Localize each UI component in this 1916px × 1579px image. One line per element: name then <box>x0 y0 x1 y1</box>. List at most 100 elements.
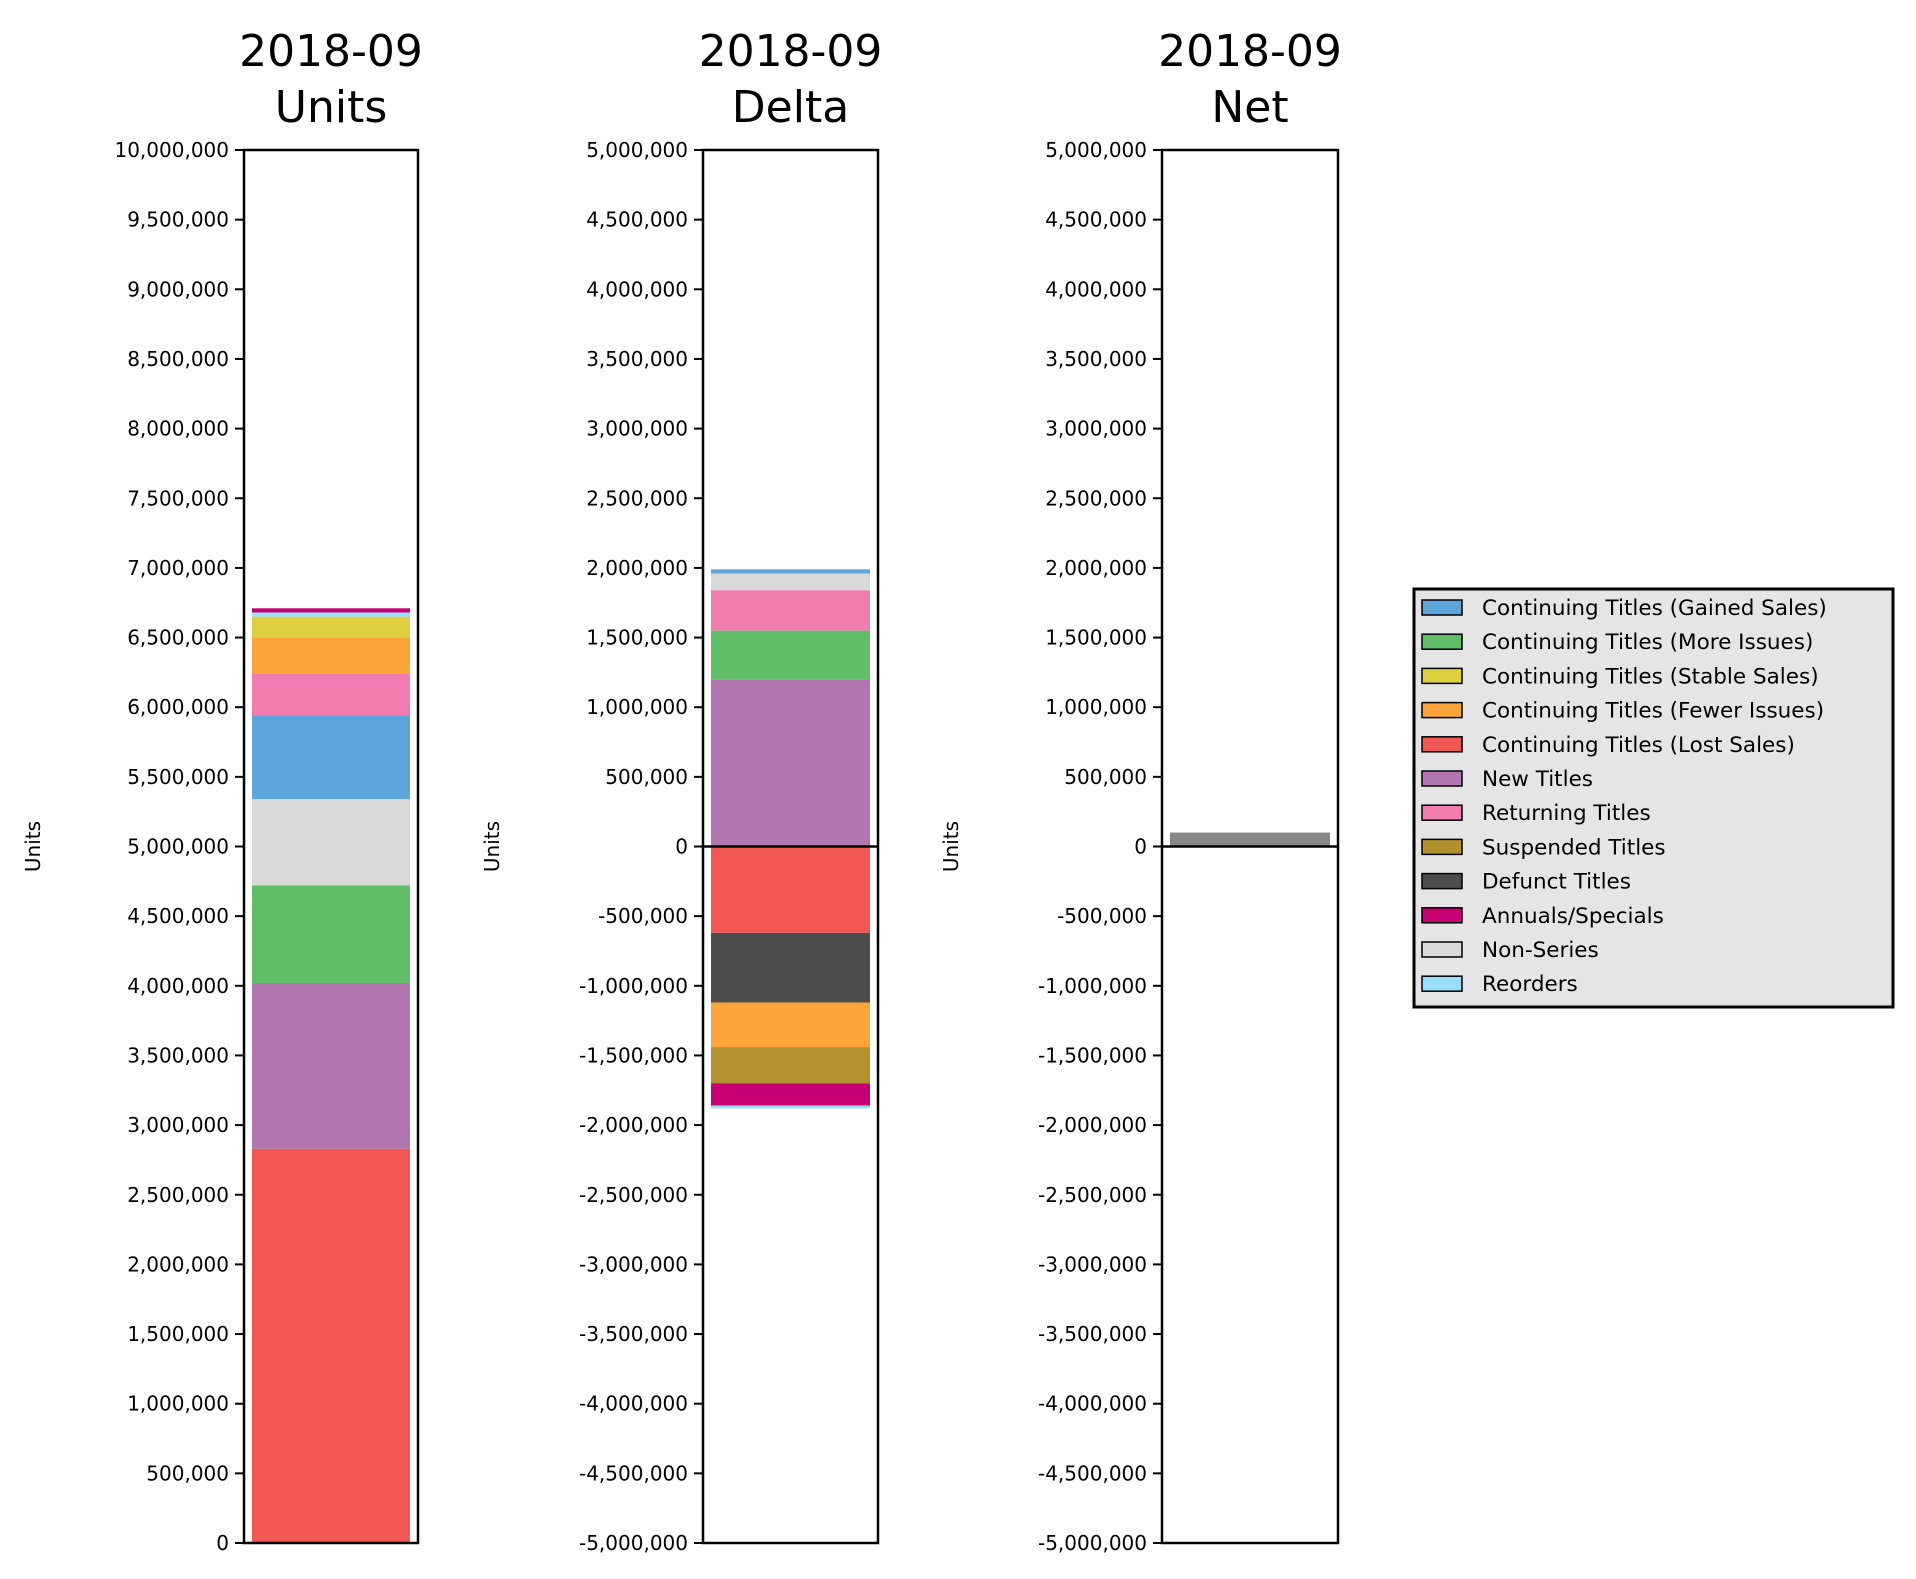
y-tick-label: 9,000,000 <box>127 277 229 301</box>
y-tick-label: 3,000,000 <box>586 417 688 441</box>
y-axis-label: Units <box>21 821 45 872</box>
legend-item-non-series: Non-Series <box>1421 938 1599 963</box>
y-tick-label: 7,500,000 <box>127 486 229 510</box>
y-tick-label: -500,000 <box>1057 904 1147 928</box>
y-tick-label: 2,500,000 <box>1045 486 1147 510</box>
legend-label: New Titles <box>1482 767 1593 792</box>
bar-segment-continuing-titles-gained-sales <box>711 569 870 574</box>
y-tick-label: 2,000,000 <box>127 1252 229 1276</box>
bar-segment-continuing-titles-fewer-issues <box>711 1002 870 1048</box>
y-tick-label: -2,500,000 <box>1038 1183 1147 1207</box>
y-tick-label: 4,500,000 <box>586 208 688 232</box>
y-tick-label: 4,500,000 <box>1045 208 1147 232</box>
y-tick-label: -4,000,000 <box>1038 1392 1147 1416</box>
panel-title-line: 2018-09 <box>1158 26 1342 77</box>
panel-title-line: Delta <box>732 82 849 133</box>
bar-segment-continuing-titles-more-issues <box>711 630 870 680</box>
y-tick-label: 4,500,000 <box>127 904 229 928</box>
legend-label: Continuing Titles (Stable Sales) <box>1482 664 1819 689</box>
legend-item-annuals-specials: Annuals/Specials <box>1421 904 1664 929</box>
y-tick-label: 0 <box>675 835 688 859</box>
panel-title-line: 2018-09 <box>239 26 423 77</box>
y-tick-label: 2,000,000 <box>1045 556 1147 580</box>
legend-swatch <box>1421 941 1463 958</box>
legend-item-continuing-titles-lost-sales: Continuing Titles (Lost Sales) <box>1421 733 1795 758</box>
y-tick-label: -4,500,000 <box>579 1461 688 1485</box>
bar-segment-continuing-titles-fewer-issues <box>252 637 410 674</box>
y-tick-label: 2,500,000 <box>127 1183 229 1207</box>
panel-units: 0 500,000 1,000,000 1,500,000 2,000,000 2,500… <box>21 26 423 1555</box>
y-tick-label: 8,000,000 <box>127 417 229 441</box>
panel-title-line: Units <box>275 82 388 133</box>
y-tick-label: 3,500,000 <box>1045 347 1147 371</box>
y-tick-label: -2,000,000 <box>1038 1113 1147 1137</box>
legend-swatch <box>1421 770 1463 787</box>
y-tick-label: 1,500,000 <box>1045 626 1147 650</box>
y-tick-label: -2,000,000 <box>579 1113 688 1137</box>
bar-segment-continuing-titles-more-issues <box>252 885 410 984</box>
legend-label: Continuing Titles (Lost Sales) <box>1482 733 1795 758</box>
legend-swatch <box>1421 701 1463 719</box>
y-tick-label: 7,000,000 <box>127 556 229 580</box>
y-tick-label: 5,000,000 <box>127 835 229 859</box>
bar-segment-continuing-titles-lost-sales <box>711 846 870 933</box>
y-tick-label: -3,000,000 <box>579 1252 688 1276</box>
y-tick-label: 3,500,000 <box>127 1043 229 1067</box>
y-tick-label: 500,000 <box>605 765 688 789</box>
legend-item-continuing-titles-fewer-issues: Continuing Titles (Fewer Issues) <box>1421 699 1824 724</box>
y-axis-label: Units <box>480 821 504 872</box>
legend-label: Returning Titles <box>1482 801 1651 826</box>
y-tick-label: 500,000 <box>1064 765 1147 789</box>
bar-segment-continuing-titles-lost-sales <box>252 1148 410 1543</box>
legend-box <box>1412 587 1895 1009</box>
y-tick-label: -1,000,000 <box>579 974 688 998</box>
y-tick-label: -3,000,000 <box>1038 1252 1147 1276</box>
y-tick-label: -1,000,000 <box>1038 974 1147 998</box>
legend-swatch <box>1421 667 1463 685</box>
y-tick-label: 4,000,000 <box>1045 277 1147 301</box>
y-tick-label: -4,000,000 <box>579 1392 688 1416</box>
bar-segment-new-titles <box>711 679 870 847</box>
legend-swatch <box>1421 599 1463 616</box>
legend-swatch <box>1421 907 1463 924</box>
bar-segment-reorders <box>711 1105 870 1109</box>
bar-segment-net <box>1170 832 1330 847</box>
y-tick-label: 2,000,000 <box>586 556 688 580</box>
legend-item-continuing-titles-more-issues: Continuing Titles (More Issues) <box>1421 630 1813 655</box>
y-tick-label: 3,000,000 <box>1045 417 1147 441</box>
y-tick-label: -5,000,000 <box>1038 1531 1147 1555</box>
y-tick-label: 1,000,000 <box>1045 695 1147 719</box>
legend: Continuing Titles (Gained Sales) Continui… <box>1412 587 1895 1009</box>
legend-label: Continuing Titles (Gained Sales) <box>1482 596 1827 621</box>
y-tick-label: 3,500,000 <box>586 347 688 371</box>
y-tick-label: -1,500,000 <box>579 1043 688 1067</box>
y-tick-label: 0 <box>216 1531 229 1555</box>
legend-label: Non-Series <box>1482 938 1599 963</box>
legend-item-continuing-titles-stable-sales: Continuing Titles (Stable Sales) <box>1421 664 1819 689</box>
legend-item-new-titles: New Titles <box>1421 767 1593 792</box>
y-tick-label: 2,500,000 <box>586 486 688 510</box>
legend-item-returning-titles: Returning Titles <box>1421 801 1651 826</box>
y-tick-label: 5,000,000 <box>1045 138 1147 162</box>
legend-swatch <box>1421 838 1463 856</box>
y-tick-label: 3,000,000 <box>127 1113 229 1137</box>
legend-label: Suspended Titles <box>1482 835 1666 860</box>
y-tick-label: 4,000,000 <box>586 277 688 301</box>
bar-segment-annuals-specials <box>252 608 410 613</box>
y-tick-label: -3,500,000 <box>579 1322 688 1346</box>
y-tick-label: -3,500,000 <box>1038 1322 1147 1346</box>
y-tick-label: -500,000 <box>598 904 688 928</box>
legend-item-defunct-titles: Defunct Titles <box>1421 870 1631 895</box>
y-tick-label: -2,500,000 <box>579 1183 688 1207</box>
y-tick-label: 1,000,000 <box>586 695 688 719</box>
panel-net: -5,000,000 -4,500,000 -4,000,000 -3,500,000… <box>939 26 1342 1555</box>
y-tick-label: 9,500,000 <box>127 208 229 232</box>
y-tick-label: 8,500,000 <box>127 347 229 371</box>
legend-swatch <box>1421 804 1463 821</box>
y-tick-label: 6,000,000 <box>127 695 229 719</box>
legend-item-reorders: Reorders <box>1421 972 1578 997</box>
legend-item-continuing-titles-gained-sales: Continuing Titles (Gained Sales) <box>1421 596 1827 621</box>
y-tick-label: 6,500,000 <box>127 626 229 650</box>
y-tick-label: 5,500,000 <box>127 765 229 789</box>
